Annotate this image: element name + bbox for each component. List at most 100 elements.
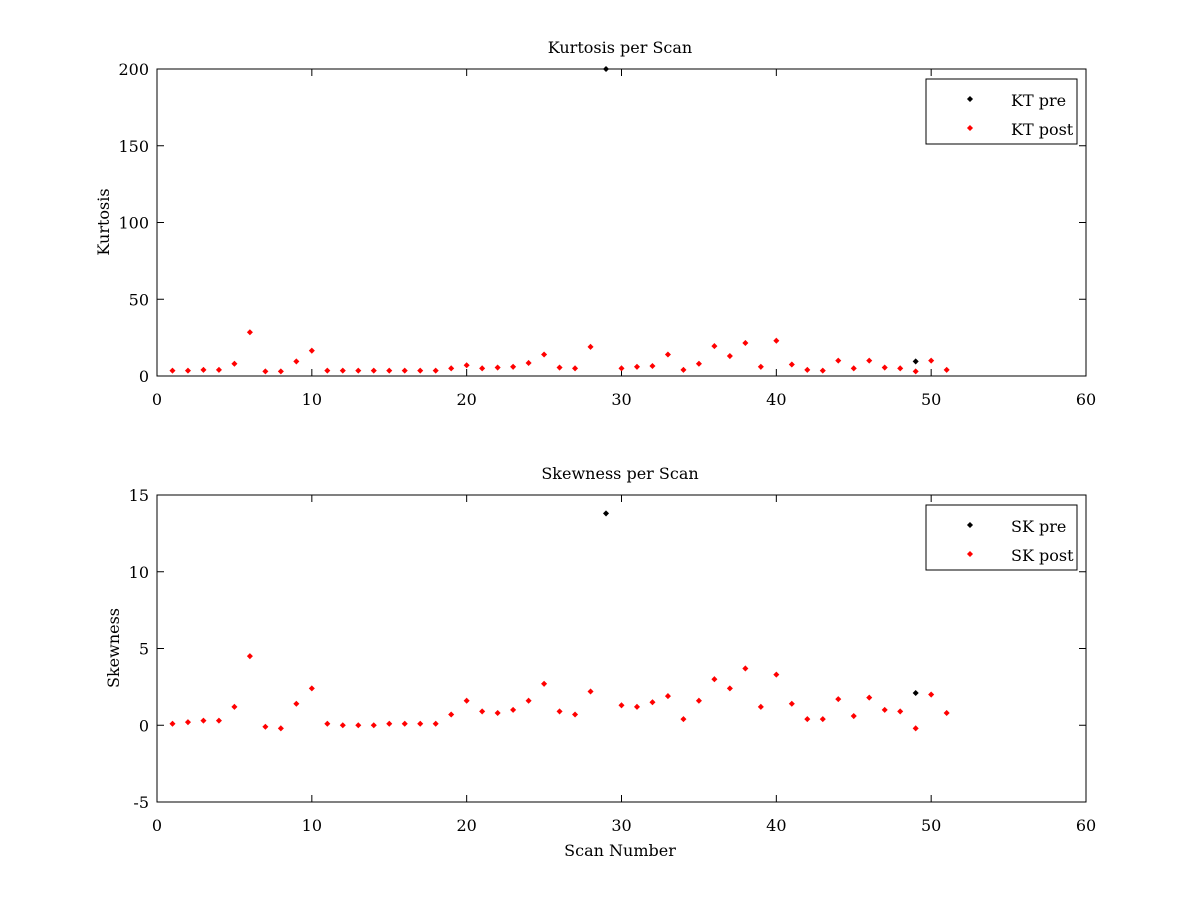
skewness-data-point [943, 709, 950, 716]
skewness-data-point [788, 700, 795, 707]
kurtosis-y-tick-label: 0 [139, 367, 149, 386]
skewness-data-point [773, 671, 780, 678]
skewness-legend-marker [966, 550, 974, 558]
kurtosis-data-point [262, 368, 269, 375]
skewness-data-point [293, 700, 300, 707]
skewness-x-tick-label: 50 [921, 816, 941, 835]
skewness-data-point [912, 689, 919, 697]
skewness-data-point [572, 711, 579, 718]
kurtosis-legend-marker [966, 95, 974, 103]
skewness-data-point [401, 720, 408, 727]
skewness-data-point [664, 693, 671, 700]
kurtosis-data-point [602, 65, 610, 73]
kurtosis-data-point [510, 363, 517, 370]
kurtosis-data-point [417, 367, 424, 374]
skewness-x-tick-label: 40 [766, 816, 786, 835]
kurtosis-legend: KT pre KT post [925, 78, 1078, 145]
kurtosis-data-point [355, 367, 362, 374]
kurtosis-legend-label: KT post [1011, 120, 1074, 139]
skewness-data-point [448, 711, 455, 718]
skewness-data-point [339, 722, 346, 729]
kurtosis-data-point [401, 367, 408, 374]
kurtosis-data-point [184, 367, 191, 374]
kurtosis-data-point [695, 360, 702, 367]
skewness-data-point [587, 688, 594, 695]
skewness-data-point [525, 697, 532, 704]
skewness-chart-title: Skewness per Scan [541, 464, 698, 483]
skewness-data-point [355, 722, 362, 729]
skewness-data-point [757, 703, 764, 710]
skewness-y-tick-label: -5 [133, 793, 149, 812]
kurtosis-data-point [757, 363, 764, 370]
kurtosis-data-point [866, 357, 873, 364]
kurtosis-data-point [200, 366, 207, 373]
kurtosis-data-point [850, 365, 857, 372]
skewness-series-pre [602, 510, 919, 697]
kurtosis-data-point [246, 329, 253, 336]
kurtosis-data-point [897, 365, 904, 372]
skewness-y-tick-label: 15 [129, 486, 149, 505]
skewness-x-tick-label: 60 [1076, 816, 1096, 835]
kurtosis-data-point [479, 365, 486, 372]
skewness-data-point [897, 708, 904, 715]
skewness-y-tick-label: 0 [139, 716, 149, 735]
skewness-data-point [262, 723, 269, 730]
kurtosis-data-point [448, 365, 455, 372]
skewness-data-point [510, 706, 517, 713]
kurtosis-series-post [169, 329, 950, 375]
skewness-legend-label: SK pre [1011, 517, 1066, 536]
skewness-x-tick-label: 10 [302, 816, 322, 835]
skewness-data-point [850, 713, 857, 720]
skewness-data-point [277, 725, 284, 732]
kurtosis-x-tick-label: 60 [1076, 390, 1096, 409]
kurtosis-data-point [293, 358, 300, 365]
skewness-data-point [804, 716, 811, 723]
skewness-data-point [695, 697, 702, 704]
kurtosis-data-point [541, 351, 548, 358]
skewness-data-point [231, 703, 238, 710]
skewness-data-point [417, 720, 424, 727]
skewness-data-point [386, 720, 393, 727]
skewness-data-point [246, 653, 253, 660]
skewness-panel: Skewness per Scan Skewness Scan Number 0… [104, 464, 1096, 860]
skewness-data-point [819, 716, 826, 723]
kurtosis-y-axis-label: Kurtosis [94, 188, 113, 255]
skewness-data-point [649, 699, 656, 706]
skewness-data-point [711, 676, 718, 683]
skewness-data-point [370, 722, 377, 729]
kurtosis-data-point [463, 362, 470, 369]
kurtosis-data-point [711, 343, 718, 350]
skewness-y-tick-label: 10 [129, 563, 149, 582]
skewness-data-point [726, 685, 733, 692]
skewness-x-tick-label: 30 [611, 816, 631, 835]
skewness-data-point [556, 708, 563, 715]
kurtosis-x-tick-label: 0 [152, 390, 162, 409]
kurtosis-data-point [742, 339, 749, 347]
skewness-data-point [680, 716, 687, 723]
skewness-data-point [602, 510, 610, 517]
kurtosis-data-point [231, 360, 238, 367]
kurtosis-legend-marker [966, 124, 974, 132]
kurtosis-x-tick-label: 10 [302, 390, 322, 409]
kurtosis-data-point [928, 357, 935, 364]
kurtosis-data-point [664, 351, 671, 358]
skewness-legend-label: SK post [1011, 546, 1074, 565]
skewness-data-point [881, 706, 888, 713]
kurtosis-data-point [556, 364, 563, 371]
skewness-data-point [184, 719, 191, 726]
kurtosis-data-point [835, 357, 842, 364]
kurtosis-y-tick-label: 200 [118, 60, 149, 79]
skewness-series-post [169, 653, 950, 732]
kurtosis-data-point [912, 368, 919, 375]
kurtosis-data-point [277, 368, 284, 375]
skewness-legend-marker [966, 521, 974, 529]
skewness-data-point [324, 720, 331, 727]
kurtosis-data-point [618, 365, 625, 372]
kurtosis-data-point [572, 365, 579, 372]
kurtosis-data-point [804, 366, 811, 373]
skewness-data-point [541, 680, 548, 687]
kurtosis-x-tick-label: 30 [611, 390, 631, 409]
skewness-x-tick-label: 20 [456, 816, 476, 835]
kurtosis-x-tick-label: 50 [921, 390, 941, 409]
